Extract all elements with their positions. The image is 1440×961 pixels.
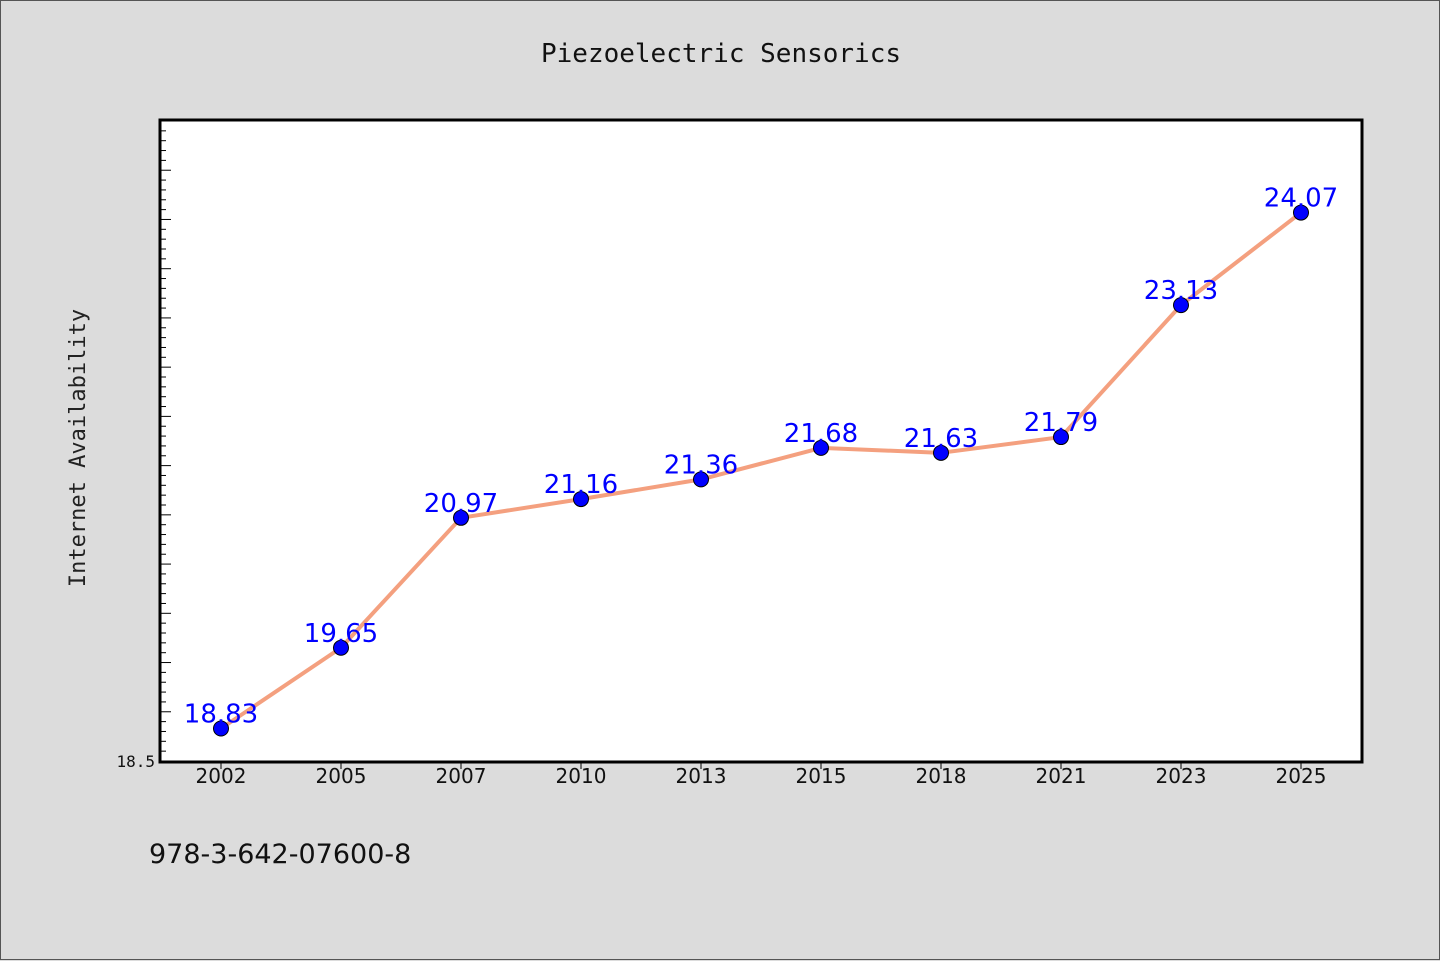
data-label: 18.83 bbox=[184, 700, 258, 730]
data-labels: 18.83 19.65 20.97 21.16 21.36 21.68 21.63 21.79… bbox=[184, 184, 1338, 730]
data-point bbox=[693, 471, 709, 488]
series-line bbox=[219, 210, 1303, 731]
data-point bbox=[453, 509, 469, 526]
plot-area bbox=[158, 118, 1364, 764]
data-label: 23.13 bbox=[1144, 276, 1218, 306]
data-label: 19.65 bbox=[304, 619, 378, 649]
x-tick-label: 2025 bbox=[1276, 764, 1327, 788]
x-tick-label: 2007 bbox=[436, 764, 487, 788]
data-label: 21.16 bbox=[544, 470, 618, 500]
data-point bbox=[573, 491, 589, 508]
data-point bbox=[1053, 429, 1069, 446]
x-axis-ticks: 2002 2005 2007 2010 2013 2015 2018 2021 2023 2025 bbox=[196, 761, 1327, 788]
x-tick-label: 2021 bbox=[1036, 764, 1087, 788]
data-point bbox=[933, 444, 949, 461]
data-point bbox=[213, 720, 229, 737]
data-label: 21.36 bbox=[664, 450, 738, 480]
data-label: 21.68 bbox=[784, 419, 858, 449]
data-label: 21.63 bbox=[904, 424, 978, 454]
x-tick-label: 2002 bbox=[196, 764, 247, 788]
x-tick-label: 2018 bbox=[916, 764, 967, 788]
data-label: 21.79 bbox=[1024, 408, 1098, 438]
x-tick-label: 2013 bbox=[676, 764, 727, 788]
x-tick-label: 2005 bbox=[316, 764, 367, 788]
data-point bbox=[813, 439, 829, 456]
y-axis-ticks: 18.5 bbox=[116, 120, 171, 771]
data-point bbox=[333, 639, 349, 656]
data-label: 20.97 bbox=[424, 489, 498, 519]
x-tick-label: 2015 bbox=[796, 764, 847, 788]
data-point bbox=[1173, 297, 1189, 314]
x-tick-label: 2010 bbox=[556, 764, 607, 788]
y-tick-label: 18.5 bbox=[116, 752, 155, 771]
data-label: 24.07 bbox=[1264, 184, 1338, 214]
chart-title: Piezoelectric Sensorics bbox=[541, 39, 901, 69]
series-layer bbox=[213, 204, 1309, 737]
x-tick-label: 2023 bbox=[1156, 764, 1207, 788]
isbn-footer: 978-3-642-07600-8 bbox=[149, 839, 411, 870]
y-axis-label: Internet Availability bbox=[66, 309, 91, 587]
data-point bbox=[1293, 204, 1309, 221]
